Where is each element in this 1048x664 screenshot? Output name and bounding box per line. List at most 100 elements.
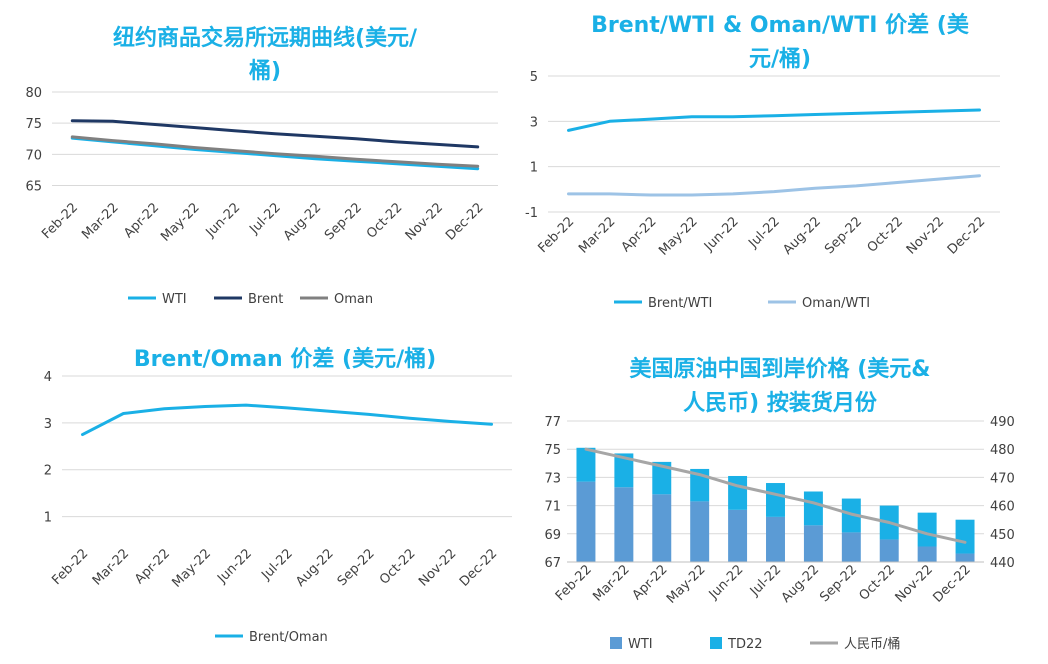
- spreads-x-tick-label: Aug-22: [780, 214, 824, 258]
- landed-price-y-right-tick-label: 450: [990, 528, 1015, 543]
- futures-curve-x-tick-label: Aug-22: [281, 200, 325, 244]
- landed-price-y-left-tick-label: 75: [544, 443, 561, 458]
- landed-price-y-right-tick-label: 480: [990, 443, 1015, 458]
- landed-price-legend-swatch: [710, 637, 722, 649]
- landed-price-y-left-tick-label: 71: [544, 500, 561, 515]
- landed-price-y-right-tick-label: 440: [990, 556, 1015, 571]
- futures-curve-x-tick-label: Feb-22: [39, 200, 81, 242]
- landed-price-bar-td22: [728, 475, 748, 510]
- chart-brent-oman: Brent/Oman 价差 (美元/桶) 1 2 3 4 Feb-22 Mar-22 Apr-…: [0, 336, 530, 664]
- landed-price-legend-label: WTI: [628, 637, 653, 652]
- brent-oman-x-tick-label: Mar-22: [90, 546, 132, 588]
- brent-oman-legend-label: Brent/Oman: [249, 630, 328, 645]
- landed-price-bar-td22: [614, 453, 634, 488]
- landed-price-title-line-2: 人民币) 按装货月份: [683, 390, 878, 416]
- landed-price-bar-td22: [955, 519, 975, 554]
- landed-price-x-tick-label: Mar-22: [590, 562, 632, 604]
- spreads-x-tick-label: Mar-22: [576, 214, 618, 256]
- brent-oman-x-tick-label: Aug-22: [293, 546, 337, 590]
- landed-price-bar-wti: [576, 481, 596, 562]
- chart-spreads-svg: Brent/WTI & Oman/WTI 价差 (美元/桶) -1 1 3 5 Feb-2…: [525, 12, 1000, 311]
- spreads-series-oman-wti-line: [567, 174, 981, 197]
- spreads-series-brent-wti-line: [567, 108, 981, 132]
- brent-oman-x-tick-label: Feb-22: [49, 546, 91, 588]
- spreads-x-tick-label: Sep-22: [822, 214, 865, 257]
- landed-price-y-right-tick-label: 460: [990, 500, 1015, 515]
- landed-price-bar-wti: [614, 487, 634, 562]
- spreads-x-tick-label: Nov-22: [904, 214, 947, 257]
- chart-landed-price: 美国原油中国到岸价格 (美元& 人民币) 按装货月份 67 69 71 73 75 77 440…: [530, 336, 1048, 664]
- brent-oman-x-tick-label: Dec-22: [457, 546, 500, 589]
- spreads-x-tick-label: Oct-22: [865, 214, 907, 256]
- futures-curve-legend-label: Oman: [334, 292, 373, 307]
- spreads-x-tick-label: Apr-22: [619, 214, 660, 255]
- brent-oman-x-tick-label: Sep-22: [335, 546, 378, 589]
- brent-oman-x-tick-label: Apr-22: [132, 546, 173, 587]
- brent-oman-y-tick-label: 3: [44, 417, 52, 432]
- landed-price-series-rmb-line: [584, 447, 967, 544]
- futures-curve-title-line-2: 桶): [249, 59, 281, 84]
- landed-price-bar-td22: [652, 461, 672, 495]
- landed-price-bar-td22: [803, 491, 823, 526]
- spreads-x-tick-label: May-22: [656, 214, 700, 258]
- spreads-x-tick-label: Dec-22: [945, 214, 988, 257]
- landed-price-bar-wti: [728, 509, 748, 562]
- spreads-x-tick-label: Jun-22: [701, 214, 742, 255]
- spreads-x-tick-label: Jul-22: [745, 214, 782, 251]
- futures-curve-y-tick-label: 80: [25, 86, 42, 101]
- spreads-legend-label: Oman/WTI: [802, 296, 870, 311]
- spreads-y-tick-label: 3: [530, 115, 538, 130]
- landed-price-y-left-tick-label: 67: [544, 556, 561, 571]
- landed-price-y-right-tick-label: 470: [990, 471, 1015, 486]
- chart-futures-curve: 纽约商品交易所远期曲线(美元/桶) 65 70 75 80 Feb-22 Mar-22 Apr…: [0, 0, 510, 320]
- futures-curve-x-tick-label: Nov-22: [403, 200, 446, 243]
- spreads-title-line-1: Brent/WTI & Oman/WTI 价差 (美: [591, 12, 970, 38]
- landed-price-bar-td22: [576, 447, 596, 482]
- landed-price-x-tick-label: Sep-22: [817, 562, 860, 605]
- futures-curve-x-tick-label: Sep-22: [322, 200, 365, 243]
- brent-oman-x-tick-label: May-22: [170, 546, 214, 590]
- futures-curve-x-tick-label: Apr-22: [121, 200, 162, 241]
- brent-oman-x-tick-label: Nov-22: [416, 546, 459, 589]
- futures-curve-series-oman-line: [70, 135, 480, 168]
- futures-curve-legend-label: Brent: [248, 292, 283, 307]
- chart-spreads: Brent/WTI & Oman/WTI 价差 (美 元/桶) -1 1 3 5 Feb-2…: [510, 0, 1048, 320]
- landed-price-legend-swatch: [610, 637, 622, 649]
- futures-curve-x-tick-label: Mar-22: [79, 200, 121, 242]
- landed-price-x-tick-label: May-22: [664, 562, 708, 606]
- spreads-y-tick-label: -1: [525, 206, 538, 221]
- landed-price-bar-wti: [803, 525, 823, 562]
- landed-price-y-right-tick-label: 490: [990, 415, 1015, 430]
- futures-curve-x-tick-label: Jul-22: [246, 200, 283, 237]
- spreads-title-line-2: 元/桶): [749, 47, 811, 72]
- landed-price-bar-wti: [766, 516, 785, 562]
- futures-curve-y-tick-label: 70: [25, 148, 42, 163]
- landed-price-bar-wti: [879, 539, 899, 562]
- spreads-y-tick-label: 1: [530, 161, 538, 176]
- landed-price-bar-wti: [955, 553, 975, 562]
- brent-oman-y-tick-label: 1: [44, 511, 52, 526]
- brent-oman-title-line-1: Brent/Oman 价差 (美元/桶): [134, 346, 436, 372]
- landed-price-legend-label: 人民币/桶: [844, 637, 900, 652]
- landed-price-bar-wti: [841, 532, 861, 562]
- futures-curve-title-line-1: 纽约商品交易所远期曲线(美元/: [113, 25, 418, 51]
- futures-curve-x-tick-label: Dec-22: [443, 200, 486, 243]
- futures-curve-y-tick-label: 65: [25, 180, 42, 195]
- futures-curve-x-tick-label: Oct-22: [364, 200, 406, 242]
- brent-oman-y-tick-label: 4: [44, 370, 52, 385]
- spreads-y-tick-label: 5: [530, 70, 538, 85]
- landed-price-x-tick-label: Nov-22: [893, 562, 936, 605]
- futures-curve-y-tick-label: 75: [25, 117, 42, 132]
- landed-price-legend-label: TD22: [727, 637, 763, 652]
- spreads-legend-label: Brent/WTI: [648, 296, 712, 311]
- landed-price-x-tick-label: Oct-22: [857, 562, 899, 604]
- landed-price-bar-td22: [917, 512, 937, 547]
- chart-landed-price-svg: 美国原油中国到岸价格 (美元&人民币) 按装货月份 67 69 71 73 75 77 440…: [544, 356, 1015, 652]
- futures-curve-x-tick-label: May-22: [158, 200, 202, 244]
- landed-price-y-left-tick-label: 69: [544, 528, 561, 543]
- landed-price-title-line-1: 美国原油中国到岸价格 (美元&: [630, 356, 931, 382]
- landed-price-bar-td22: [766, 483, 785, 517]
- brent-oman-x-tick-label: Oct-22: [377, 546, 419, 588]
